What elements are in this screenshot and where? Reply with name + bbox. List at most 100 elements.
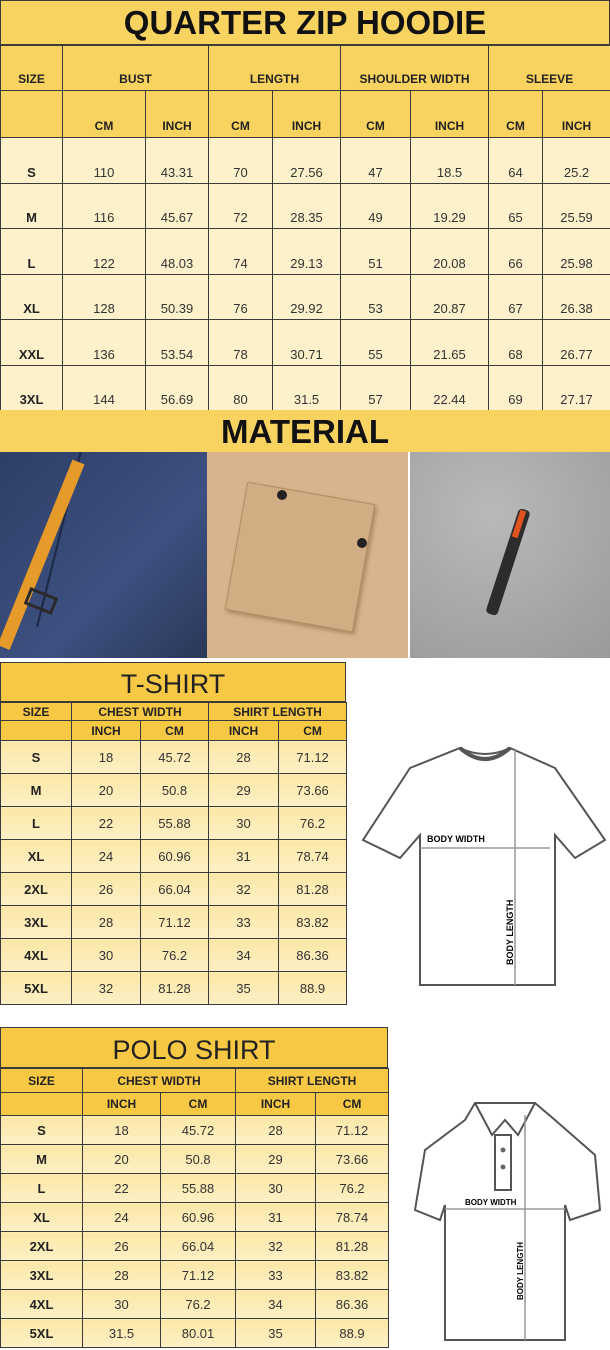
table-row: XL 128 50.39 76 29.92 53 20.87 67 26.38 — [0, 273, 610, 320]
value-cell: 128 — [62, 273, 146, 320]
value-cell: 49 — [340, 182, 412, 229]
value-cell: 81.28 — [139, 971, 210, 1005]
value-cell: 28 — [71, 905, 141, 939]
empty-header-cell — [0, 90, 63, 138]
value-cell: 20.87 — [410, 273, 490, 320]
unit-header: INCH — [542, 90, 610, 138]
table-row: 2XL 26 66.04 32 81.28 — [0, 1231, 390, 1261]
column-header: SHIRT LENGTH — [208, 702, 348, 721]
value-cell: 81.28 — [315, 1231, 390, 1261]
value-cell: 45.72 — [159, 1115, 237, 1145]
value-cell: 88.9 — [278, 971, 348, 1005]
value-cell: 30 — [82, 1289, 161, 1319]
tshirt-body-width-label: BODY WIDTH — [427, 834, 485, 844]
value-cell: 78.74 — [278, 839, 348, 873]
value-cell: 31 — [208, 839, 280, 873]
value-cell: 35 — [208, 971, 280, 1005]
value-cell: 26.38 — [542, 273, 610, 320]
value-cell: 69 — [488, 364, 544, 411]
value-cell: 33 — [208, 905, 280, 939]
table-row: 5XL 31.5 80.01 35 88.9 — [0, 1318, 390, 1348]
value-cell: 20 — [71, 773, 141, 807]
size-cell: 4XL — [0, 1289, 83, 1319]
value-cell: 22 — [82, 1173, 161, 1203]
value-cell: 60.96 — [139, 839, 210, 873]
polo-diagram: BODY WIDTH BODY LENGTH — [413, 1102, 602, 1341]
value-cell: 32 — [71, 971, 141, 1005]
tshirt-size-table: SIZE CHEST WIDTH SHIRT LENGTH INCH CM INCH CM S… — [0, 702, 348, 1005]
value-cell: 76.2 — [315, 1173, 390, 1203]
value-cell: 22 — [71, 806, 141, 840]
column-header: CHEST WIDTH — [81, 1068, 237, 1093]
value-cell: 28 — [208, 740, 280, 774]
value-cell: 60.96 — [159, 1202, 237, 1232]
size-cell: S — [0, 740, 72, 774]
table-row: S 110 43.31 70 27.56 47 18.5 64 25.2 — [0, 137, 610, 184]
size-cell: 3XL — [0, 364, 63, 411]
value-cell: 18 — [71, 740, 141, 774]
table-row: XL 24 60.96 31 78.74 — [0, 1202, 390, 1232]
value-cell: 31.5 — [82, 1318, 161, 1348]
value-cell: 20 — [82, 1144, 161, 1174]
size-cell: M — [0, 773, 72, 807]
unit-header: INCH — [71, 720, 141, 741]
value-cell: 81.28 — [278, 872, 348, 906]
unit-header: CM — [139, 720, 210, 741]
value-cell: 29.92 — [272, 273, 342, 320]
material-photo-gray-zipper — [410, 452, 610, 658]
column-header: SIZE — [0, 702, 72, 721]
value-cell: 64 — [488, 137, 544, 184]
value-cell: 71.12 — [159, 1260, 237, 1290]
value-cell: 73.66 — [315, 1144, 390, 1174]
unit-header: INCH — [82, 1092, 161, 1116]
value-cell: 45.72 — [139, 740, 210, 774]
value-cell: 20.08 — [410, 228, 490, 275]
value-cell: 28 — [235, 1115, 317, 1145]
size-cell: L — [0, 806, 72, 840]
table-row: 3XL 28 71.12 33 83.82 — [0, 905, 348, 939]
value-cell: 30 — [208, 806, 280, 840]
size-cell: XXL — [0, 319, 63, 366]
size-cell: 5XL — [0, 1318, 83, 1348]
value-cell: 116 — [62, 182, 146, 229]
value-cell: 122 — [62, 228, 146, 275]
unit-header: INCH — [144, 90, 210, 138]
value-cell: 32 — [235, 1231, 317, 1261]
value-cell: 136 — [62, 319, 146, 366]
value-cell: 26 — [71, 872, 141, 906]
polo-title: POLO SHIRT — [0, 1027, 388, 1068]
value-cell: 83.82 — [315, 1260, 390, 1290]
value-cell: 80 — [208, 364, 274, 411]
size-cell: M — [0, 1144, 83, 1174]
unit-header: INCH — [410, 90, 490, 138]
value-cell: 74 — [208, 228, 274, 275]
column-header: CHEST WIDTH — [70, 702, 210, 721]
unit-header: CM — [278, 720, 348, 741]
value-cell: 71.12 — [139, 905, 210, 939]
value-cell: 66.04 — [159, 1231, 237, 1261]
value-cell: 71.12 — [315, 1115, 390, 1145]
value-cell: 55 — [340, 319, 412, 366]
table-row: S 18 45.72 28 71.12 — [0, 740, 348, 774]
value-cell: 45.67 — [144, 182, 210, 229]
value-cell: 19.29 — [410, 182, 490, 229]
value-cell: 48.03 — [144, 228, 210, 275]
polo-body-length-label: BODY LENGTH — [516, 1242, 525, 1300]
table-row: L 22 55.88 30 76.2 — [0, 806, 348, 840]
column-header: SLEEVE — [488, 45, 610, 91]
unit-header: CM — [62, 90, 146, 138]
value-cell: 66.04 — [139, 872, 210, 906]
value-cell: 144 — [62, 364, 146, 411]
size-cell: 2XL — [0, 872, 72, 906]
polo-size-table: SIZE CHEST WIDTH SHIRT LENGTH INCH CM INCH CM S… — [0, 1068, 390, 1348]
size-cell: S — [0, 1115, 83, 1145]
size-cell: 2XL — [0, 1231, 83, 1261]
table-row: 2XL 26 66.04 32 81.28 — [0, 872, 348, 906]
empty-header-cell — [0, 720, 72, 741]
value-cell: 71.12 — [278, 740, 348, 774]
table-row: 3XL 144 56.69 80 31.5 57 22.44 69 27.17 — [0, 364, 610, 411]
value-cell: 50.8 — [159, 1144, 237, 1174]
unit-header: INCH — [235, 1092, 317, 1116]
value-cell: 68 — [488, 319, 544, 366]
value-cell: 21.65 — [410, 319, 490, 366]
